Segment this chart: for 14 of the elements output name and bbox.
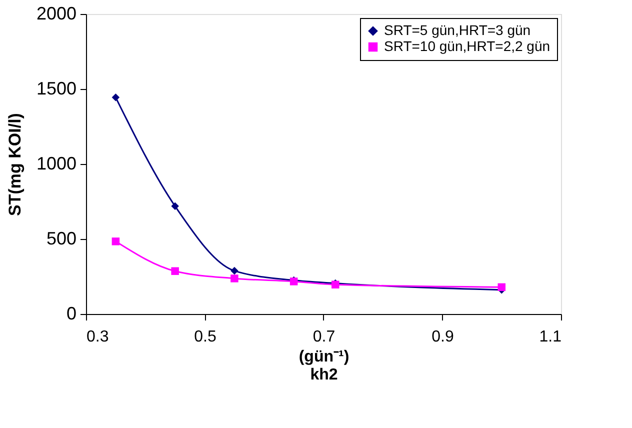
x-tick-label: 0.9 — [432, 328, 454, 346]
legend-label: SRT=5 gün,HRT=3 gün — [384, 22, 531, 38]
y-tick-label: 1000 — [36, 154, 76, 174]
y-axis-title: ST(mg KOI/l) — [5, 113, 24, 216]
y-tick-label: 2000 — [36, 4, 76, 24]
x-tick-label: 0.7 — [312, 328, 336, 346]
x-tick-label: 0.5 — [194, 328, 216, 346]
x-axis-title: (gün⁻¹) kh2 — [298, 348, 350, 384]
y-tick-label: 500 — [46, 228, 76, 248]
legend-label: SRT=10 gün,HRT=2,2 gün — [384, 38, 550, 54]
y-tick-label: 0 — [66, 304, 76, 324]
x-tick-label: 1.1 — [539, 328, 562, 346]
x-tick-label: 0.3 — [86, 328, 109, 346]
y-tick-label: 1500 — [36, 78, 76, 98]
